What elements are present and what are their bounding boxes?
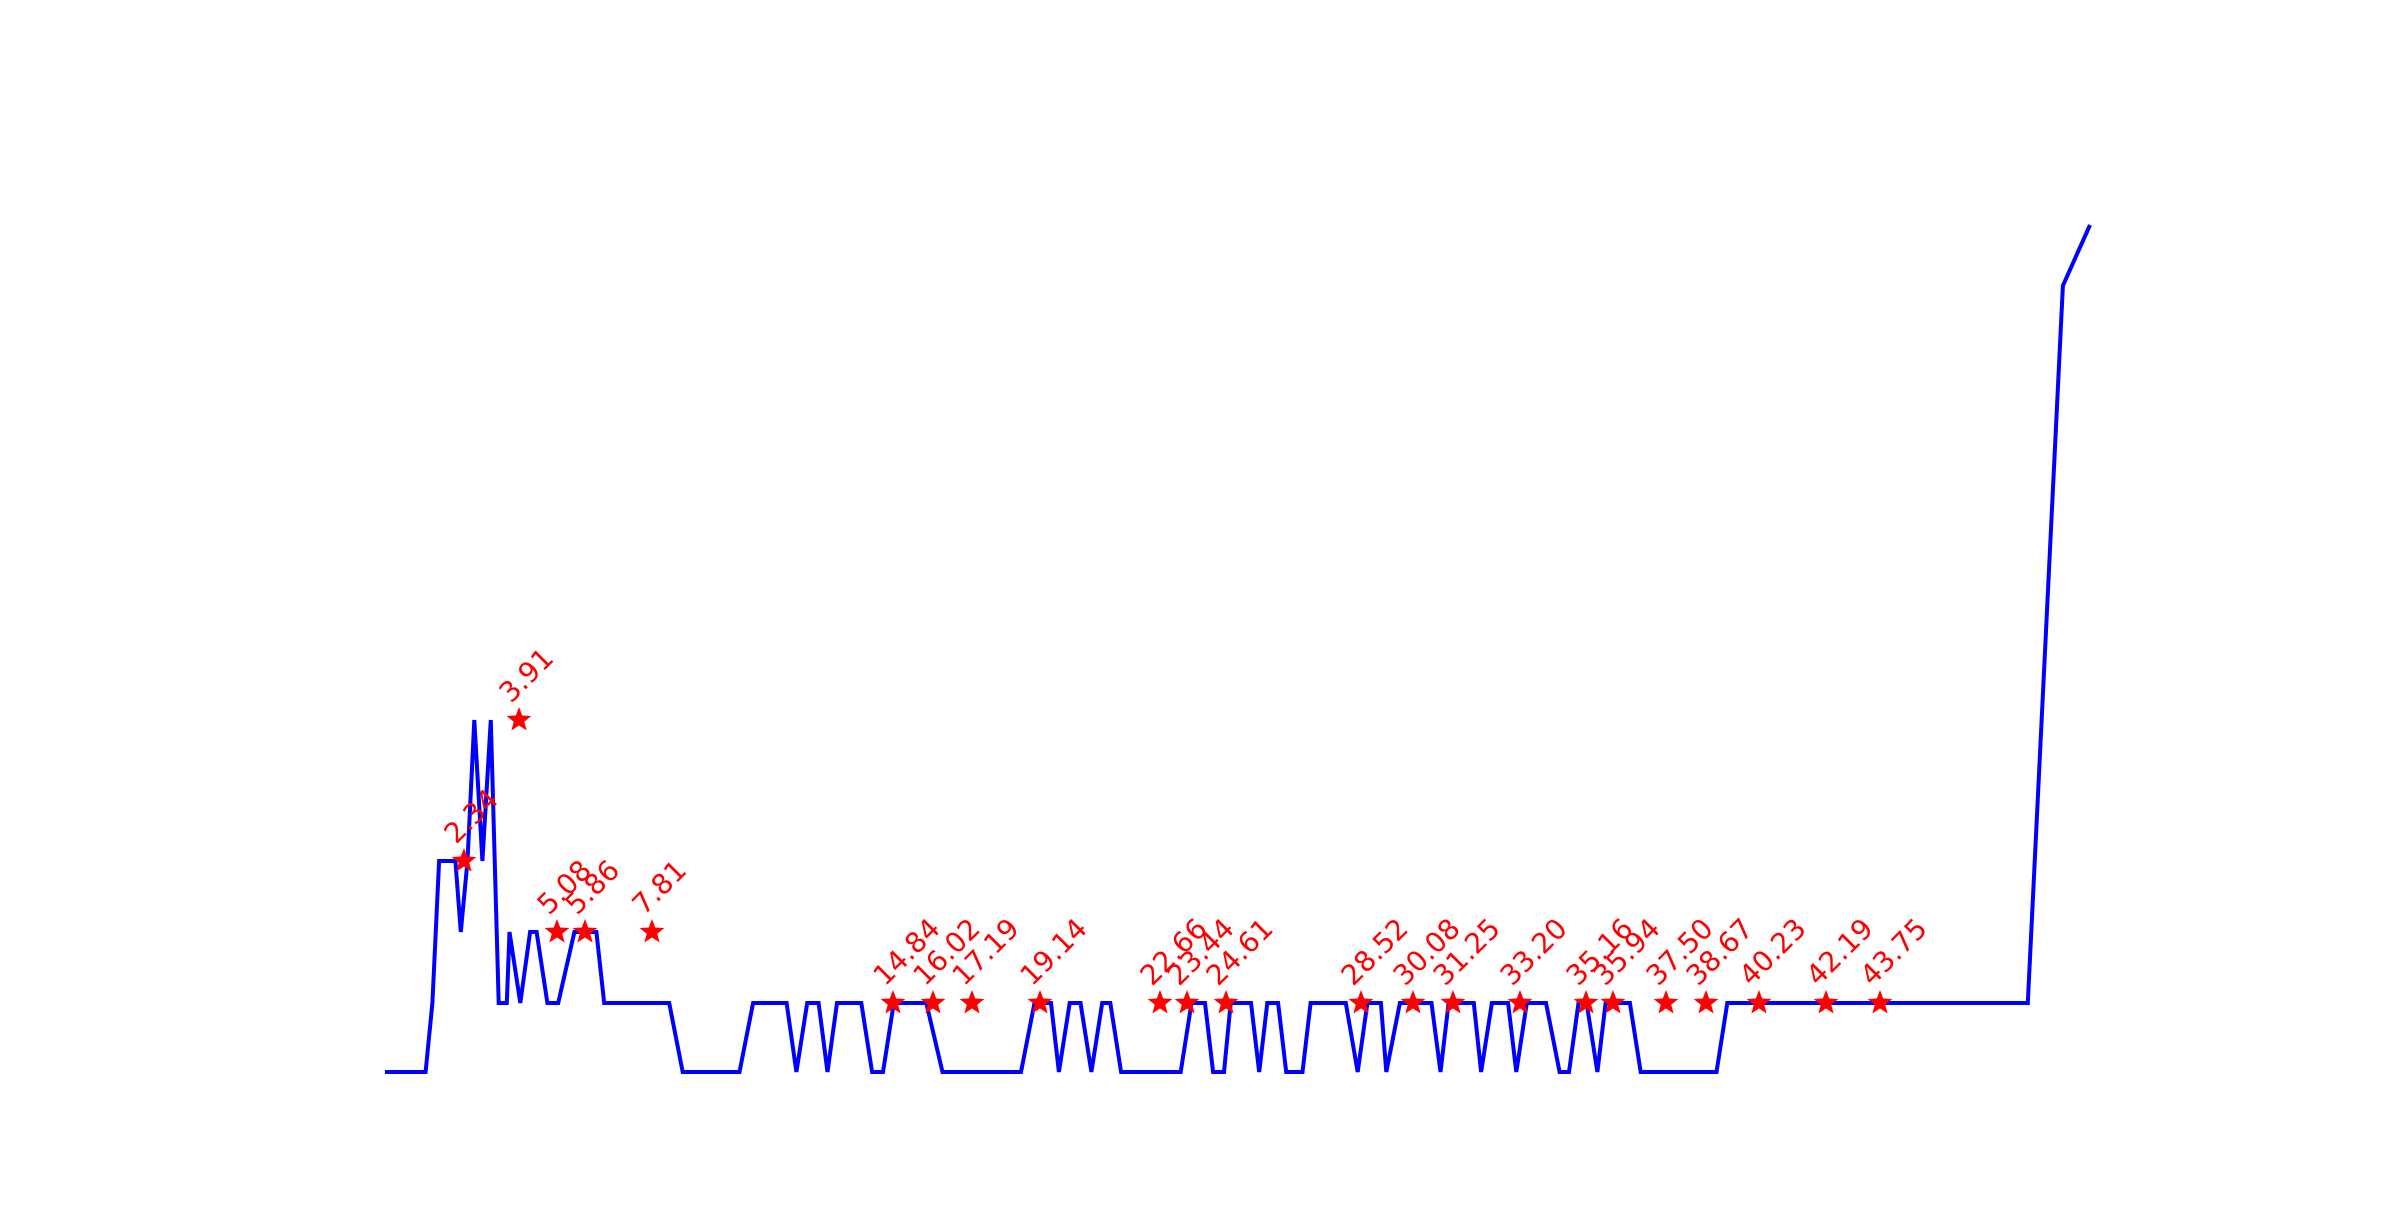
peak-marker [1507,990,1533,1014]
peak-marker [1027,990,1053,1014]
peak-label: 19.14 [1014,912,1094,992]
marker-layer [451,707,1893,1014]
peak-marker [544,919,570,943]
peak-marker [1213,990,1239,1014]
peak-marker [1653,990,1679,1014]
peak-marker [1348,990,1374,1014]
peak-marker [1600,990,1626,1014]
series-line [385,224,2092,1074]
peak-marker [959,990,985,1014]
peak-marker [1746,990,1772,1014]
peak-label: 33.20 [1494,912,1574,992]
peak-marker [1573,990,1599,1014]
peak-marker [1174,990,1200,1014]
peak-marker [451,848,477,872]
peak-marker [920,990,946,1014]
line-layer [385,224,2092,1074]
peak-marker [1400,990,1426,1014]
peak-marker [1693,990,1719,1014]
peak-marker [639,919,665,943]
peak-marker [880,990,906,1014]
peak-marker [1813,990,1839,1014]
peak-label: 7.81 [626,854,693,921]
peak-marker [1440,990,1466,1014]
peak-marker [1147,990,1173,1014]
peak-label: 3.91 [493,642,560,709]
peak-marker [572,919,598,943]
peak-marker [1867,990,1893,1014]
peak-marker [506,707,532,731]
label-layer: 2.343.915.085.86 7.8114.8416.0217.1919.14… [438,642,1934,992]
